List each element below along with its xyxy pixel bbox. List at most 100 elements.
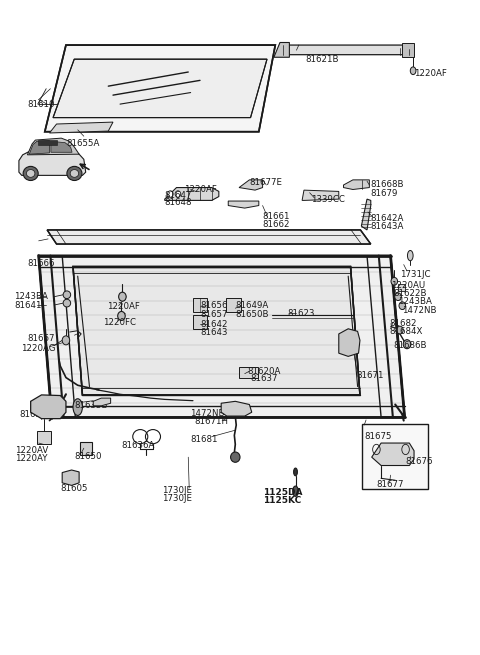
Text: 81650B: 81650B: [235, 310, 269, 318]
Text: 81620A: 81620A: [247, 367, 280, 376]
Text: 81668B: 81668B: [371, 181, 404, 189]
Polygon shape: [239, 180, 263, 190]
Ellipse shape: [403, 340, 411, 348]
Bar: [80, 441, 92, 455]
Polygon shape: [45, 45, 275, 132]
Bar: [193, 314, 207, 329]
Text: 81610: 81610: [27, 100, 55, 109]
Polygon shape: [19, 144, 86, 176]
Text: 1243BA: 1243BA: [398, 297, 432, 307]
Bar: [226, 298, 241, 312]
Text: 81621B: 81621B: [306, 54, 339, 64]
Text: 81666: 81666: [27, 259, 55, 268]
Text: 81623: 81623: [287, 309, 314, 318]
Text: 81643: 81643: [201, 328, 228, 337]
Text: 1472NB: 1472NB: [402, 306, 437, 314]
Text: 1220AY: 1220AY: [15, 454, 48, 463]
Text: 1472NB: 1472NB: [190, 409, 225, 418]
Text: 1220AF: 1220AF: [414, 69, 447, 78]
Polygon shape: [228, 201, 259, 208]
Bar: [38, 140, 58, 145]
Text: 81631: 81631: [19, 410, 47, 419]
Polygon shape: [361, 199, 371, 230]
Text: 1125KC: 1125KC: [263, 496, 301, 505]
Text: 1220AG: 1220AG: [21, 343, 56, 352]
Text: 81686B: 81686B: [393, 341, 427, 350]
Polygon shape: [29, 141, 49, 154]
Bar: [193, 298, 207, 312]
Ellipse shape: [408, 250, 413, 261]
Ellipse shape: [175, 191, 181, 197]
Polygon shape: [339, 329, 360, 356]
Text: 1220AF: 1220AF: [183, 185, 216, 194]
Text: 81643A: 81643A: [371, 222, 404, 231]
Ellipse shape: [399, 302, 406, 310]
Bar: [398, 284, 405, 291]
Polygon shape: [39, 255, 405, 417]
Ellipse shape: [63, 291, 71, 299]
Text: 1220AU: 1220AU: [391, 280, 425, 290]
Polygon shape: [73, 267, 360, 395]
Ellipse shape: [293, 486, 299, 496]
Polygon shape: [372, 443, 414, 466]
Text: 81675: 81675: [364, 432, 392, 441]
Polygon shape: [49, 122, 113, 133]
Text: 81661: 81661: [262, 212, 289, 221]
Polygon shape: [51, 141, 72, 152]
Polygon shape: [53, 59, 267, 118]
Bar: [239, 367, 258, 378]
Ellipse shape: [73, 399, 83, 415]
Text: 81679: 81679: [371, 189, 398, 198]
Ellipse shape: [168, 191, 173, 197]
Text: 81667: 81667: [27, 334, 55, 343]
Text: 81677E: 81677E: [250, 178, 282, 187]
Ellipse shape: [70, 170, 79, 178]
Ellipse shape: [23, 166, 38, 181]
Text: 81684X: 81684X: [390, 328, 423, 337]
Ellipse shape: [62, 336, 70, 345]
Text: 81671: 81671: [357, 371, 384, 380]
Polygon shape: [277, 45, 409, 54]
Polygon shape: [93, 398, 110, 406]
Text: 81650: 81650: [74, 452, 102, 461]
Text: 81649A: 81649A: [235, 301, 268, 310]
Bar: [362, 424, 428, 489]
Text: 1125DA: 1125DA: [263, 488, 302, 497]
Text: 81642A: 81642A: [371, 214, 404, 223]
Text: 81682: 81682: [390, 319, 417, 328]
Polygon shape: [274, 43, 289, 57]
Polygon shape: [27, 138, 79, 155]
Polygon shape: [31, 395, 66, 419]
Text: 81662: 81662: [262, 219, 289, 229]
Text: 1220AF: 1220AF: [108, 302, 140, 311]
Polygon shape: [344, 180, 370, 189]
Text: 81635B: 81635B: [74, 402, 108, 410]
Polygon shape: [221, 402, 252, 416]
Text: 1731JC: 1731JC: [400, 271, 431, 280]
Ellipse shape: [230, 452, 240, 462]
Ellipse shape: [410, 67, 416, 75]
Text: 1243BA: 1243BA: [14, 292, 48, 301]
Bar: [37, 432, 51, 444]
Text: 81676: 81676: [406, 457, 433, 466]
Text: 1220FC: 1220FC: [103, 318, 136, 327]
Ellipse shape: [26, 170, 35, 178]
Ellipse shape: [294, 468, 298, 476]
Text: 81655A: 81655A: [66, 139, 99, 148]
Polygon shape: [62, 470, 79, 485]
Text: 81681: 81681: [190, 435, 217, 443]
Text: 81671H: 81671H: [194, 417, 228, 426]
Ellipse shape: [67, 166, 82, 181]
Polygon shape: [165, 187, 219, 200]
Ellipse shape: [396, 326, 403, 334]
Text: 81641: 81641: [14, 301, 42, 310]
Text: 81648: 81648: [165, 198, 192, 208]
Text: 1730JE: 1730JE: [162, 486, 192, 495]
Polygon shape: [402, 43, 414, 56]
Text: 81636A: 81636A: [121, 441, 155, 450]
Ellipse shape: [63, 299, 71, 307]
Text: 81657: 81657: [201, 310, 228, 318]
Ellipse shape: [391, 278, 397, 285]
Text: 1220AV: 1220AV: [15, 446, 48, 455]
Text: 1339CC: 1339CC: [311, 195, 345, 204]
